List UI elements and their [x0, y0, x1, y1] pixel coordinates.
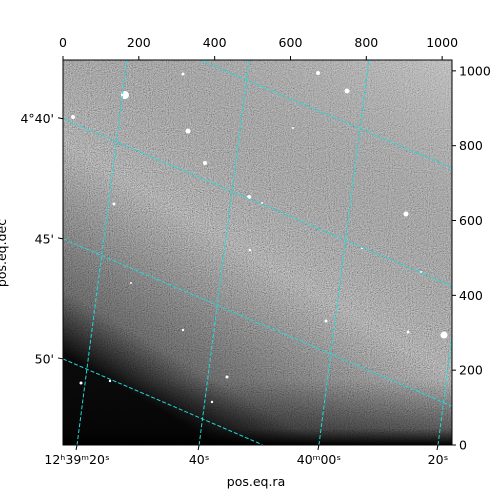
- x-tick-label: 200: [127, 35, 151, 50]
- x-axis-label: pos.eq.ra: [227, 474, 285, 489]
- y-axis-label: pos.eq.dec: [0, 219, 9, 287]
- y-tick-label: 1000: [459, 63, 491, 78]
- frame: [62, 59, 453, 446]
- x-tick-label: 800: [354, 35, 378, 50]
- sky-image: [63, 60, 452, 445]
- dec-tick-label: 50': [35, 351, 54, 366]
- dec-tick: [57, 117, 64, 120]
- x-tick-label: 0: [59, 35, 67, 50]
- x-tick-label: 1000: [426, 35, 458, 50]
- coordinate-grid: [63, 60, 452, 445]
- ra-tick-label: 20ˢ: [428, 452, 449, 467]
- y-tick-label: 400: [459, 288, 483, 303]
- dec-grid-line: [63, 238, 452, 407]
- dec-tick-label: 45': [35, 231, 54, 246]
- y-tick-label: 0: [459, 438, 467, 453]
- x-tick-label: 600: [279, 35, 303, 50]
- ra-tick: [197, 444, 200, 451]
- dec-grid-line: [63, 358, 265, 445]
- ra-tick-label: 40ᵐ00ˢ: [297, 452, 341, 467]
- grid-line: [451, 336, 452, 340]
- ra-tick: [436, 444, 439, 451]
- dec-tick-label: 4°40': [20, 111, 54, 126]
- x-tick-label: 400: [203, 35, 227, 50]
- y-tick-label: 800: [459, 138, 483, 153]
- ra-tick: [317, 444, 320, 451]
- dec-tick: [57, 237, 64, 240]
- ra-tick-label: 12ʰ39ᵐ20ˢ: [44, 452, 109, 467]
- y-tick-label: 200: [459, 363, 483, 378]
- ra-tick-label: 40ˢ: [189, 452, 210, 467]
- ra-grid-line: [318, 60, 370, 445]
- y-tick-label: 600: [459, 213, 483, 228]
- grid-line: [199, 60, 452, 169]
- dec-grid-line: [63, 118, 452, 287]
- ra-tick: [75, 444, 78, 451]
- dec-tick: [57, 357, 64, 360]
- ra-grid-line: [76, 60, 128, 445]
- ra-grid-line: [198, 60, 250, 445]
